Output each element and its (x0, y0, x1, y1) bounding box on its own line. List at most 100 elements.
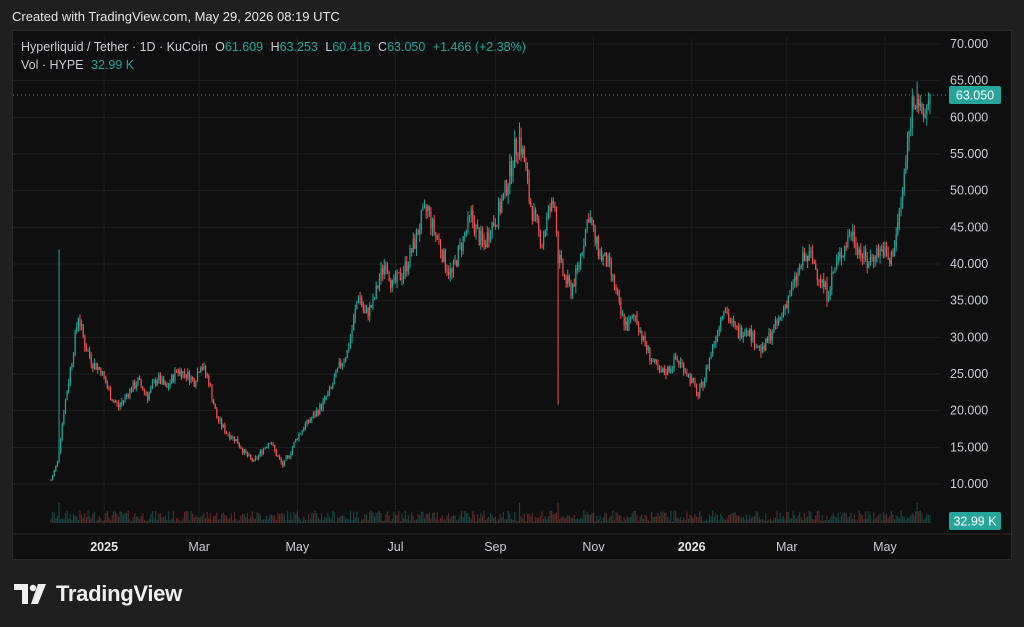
candle-body (893, 246, 896, 257)
candle-body (526, 168, 529, 179)
symbol-name[interactable]: Hyperliquid / Tether · 1D · KuCoin (21, 40, 208, 54)
volume-bar (393, 511, 395, 523)
volume-bar (583, 510, 585, 523)
volume-bar (641, 514, 643, 523)
candle-body (774, 320, 777, 326)
candle-body (343, 360, 345, 364)
candle-body (723, 311, 725, 316)
candle-body (206, 374, 208, 377)
volume-bar (456, 520, 458, 523)
volume-bar (50, 518, 52, 523)
volume-bar (543, 518, 545, 523)
candle-body (497, 201, 500, 227)
candle-body (68, 382, 70, 392)
candle-body (285, 457, 287, 461)
candle-body (781, 313, 783, 317)
volume-bar (807, 516, 809, 523)
candle-body (291, 447, 294, 454)
candle-body (456, 260, 458, 267)
volume-bar (245, 517, 247, 523)
change-value: +1.466 (+2.38%) (432, 40, 526, 54)
volume-bar (419, 515, 421, 523)
volume-bar (832, 512, 835, 523)
volume-label[interactable]: Vol · HYPE (21, 58, 84, 72)
candle-body (404, 261, 406, 273)
volume-bar (446, 515, 448, 523)
candle-body (839, 252, 841, 257)
volume-bar (188, 520, 191, 523)
candle-body (177, 370, 179, 374)
candle-body (784, 304, 786, 311)
volume-bar (501, 517, 503, 523)
candle-body (712, 344, 714, 354)
volume-bar (64, 512, 67, 523)
volume-bar (311, 512, 313, 523)
candle-body (745, 330, 748, 332)
volume-bar (113, 511, 115, 523)
price-axis[interactable]: 70.000 65.000 60.000 55.000 50.000 45.000 40.0… (949, 37, 1001, 530)
volume-bar (581, 518, 583, 523)
candle-body (158, 375, 160, 381)
candles[interactable] (50, 81, 931, 482)
candle-body (547, 206, 550, 217)
candle-body (699, 386, 701, 396)
candle-body (728, 313, 730, 321)
candle-body (877, 248, 880, 257)
volume-bar (921, 513, 923, 523)
candle-body (95, 362, 97, 370)
candle-body (557, 232, 559, 264)
volume-bar (840, 515, 843, 523)
candle-body (546, 216, 548, 231)
candle-body (204, 365, 207, 375)
candle-body (543, 236, 545, 247)
candle-body (238, 443, 240, 447)
candle-body (375, 285, 377, 299)
candle-body (353, 317, 355, 331)
candle-body (373, 298, 376, 300)
candle-body (66, 391, 68, 400)
volume-bar (831, 515, 833, 523)
volume-bar (757, 511, 759, 523)
candle-body (666, 367, 669, 375)
chart-credit: Created with TradingView.com, May 29, 20… (12, 9, 340, 24)
candle-body (840, 252, 843, 258)
candle-body (922, 112, 925, 118)
candle-body (650, 360, 653, 362)
candle-body (76, 327, 78, 332)
candle-body (636, 315, 638, 325)
volume-bar (821, 515, 823, 523)
candle-body (602, 256, 604, 261)
candle-body (89, 350, 91, 357)
candle-body (457, 246, 459, 267)
volume-bar (541, 511, 543, 523)
candle-body (818, 279, 820, 281)
volume-bar (148, 518, 150, 523)
price-chart[interactable]: 70.000 65.000 60.000 55.000 50.000 45.000 40.0… (13, 31, 1013, 561)
volume-bar (910, 515, 912, 523)
volume-bar (396, 514, 398, 523)
candle-body (534, 209, 537, 214)
y-tick-label: 50.000 (950, 184, 988, 198)
candle-body (687, 373, 690, 376)
candle-body (507, 185, 509, 196)
volume-bar (554, 513, 556, 523)
candle-body (221, 419, 223, 427)
volume-bar (897, 516, 899, 523)
chart-panel[interactable]: 70.000 65.000 60.000 55.000 50.000 45.000 40.0… (12, 30, 1013, 561)
volume-bar (285, 520, 287, 523)
candle-body (393, 276, 395, 280)
volume-bar (101, 521, 104, 523)
volume-bar (827, 519, 830, 523)
volume-bar (398, 511, 400, 523)
volume-bar (568, 515, 570, 523)
time-axis[interactable]: 2025 Mar May Jul Sep Nov 2026 Mar May (13, 533, 1013, 554)
candle-body (705, 367, 707, 380)
candle-body (562, 259, 564, 275)
volume-bar (171, 518, 173, 523)
volume-bar (559, 518, 561, 523)
candle-body (423, 206, 426, 208)
candle-body (449, 268, 451, 275)
volume-bar (93, 512, 96, 523)
volume-bar (279, 514, 281, 523)
volume-bar (705, 518, 707, 523)
